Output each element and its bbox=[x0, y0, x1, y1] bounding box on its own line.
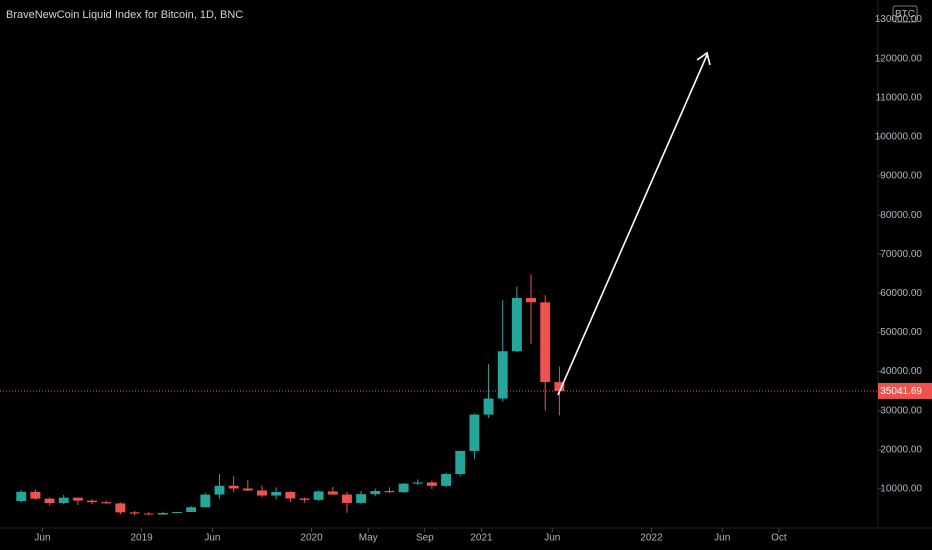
currency-badge[interactable] bbox=[892, 5, 918, 23]
x-tick-label: Oct bbox=[771, 533, 787, 544]
x-tick-label: 2021 bbox=[470, 533, 493, 544]
x-tick-label: Jun bbox=[714, 533, 730, 544]
candle-body bbox=[214, 485, 225, 495]
candle-body bbox=[271, 492, 282, 496]
candle-body bbox=[101, 502, 112, 504]
candle-body bbox=[540, 302, 551, 383]
arrow-head bbox=[696, 51, 711, 66]
candle-body bbox=[327, 491, 338, 495]
y-tick-label: 70000.00 bbox=[880, 249, 922, 260]
candle-body bbox=[228, 485, 239, 489]
candle-body bbox=[483, 398, 494, 415]
candle-body bbox=[511, 298, 522, 352]
last-price-label: 35041.69 bbox=[880, 386, 922, 397]
candle-body bbox=[554, 382, 565, 391]
candle-body bbox=[44, 498, 55, 503]
candle-body bbox=[87, 500, 98, 503]
x-tick-label: Sep bbox=[416, 533, 434, 544]
candle-body bbox=[313, 491, 324, 500]
last-price-badge bbox=[878, 382, 932, 399]
y-tick-label: 20000.00 bbox=[880, 444, 922, 455]
candle-body bbox=[356, 494, 367, 503]
candle-body bbox=[426, 482, 437, 486]
arrow-line bbox=[557, 54, 708, 396]
candle-body bbox=[441, 474, 452, 486]
candle-body bbox=[370, 491, 381, 495]
candle-body bbox=[72, 497, 83, 501]
candle-body bbox=[384, 491, 395, 493]
y-tick-label: 110000.00 bbox=[875, 92, 922, 103]
candle-body bbox=[200, 494, 211, 508]
candle-body bbox=[285, 492, 296, 499]
y-tick-label: 130000.00 bbox=[875, 14, 923, 25]
y-tick-label: 30000.00 bbox=[880, 405, 922, 416]
candle-body bbox=[16, 491, 27, 502]
y-tick-label: 90000.00 bbox=[880, 171, 922, 182]
candle-body bbox=[469, 414, 480, 451]
candle-body bbox=[526, 298, 537, 303]
y-tick-label: 80000.00 bbox=[880, 210, 922, 221]
x-tick-label: 2022 bbox=[640, 533, 663, 544]
x-tick-label: Jun bbox=[544, 533, 560, 544]
candle-body bbox=[412, 482, 423, 484]
y-tick-label: 100000.00 bbox=[875, 132, 923, 143]
candle-body bbox=[143, 513, 154, 515]
candle-body bbox=[58, 497, 69, 503]
y-tick-label: 60000.00 bbox=[880, 288, 922, 299]
candle-body bbox=[341, 494, 352, 503]
candle-body bbox=[115, 503, 126, 513]
candle-body bbox=[257, 490, 267, 496]
x-tick-label: May bbox=[359, 533, 378, 544]
plot bbox=[0, 274, 878, 516]
x-tick-label: Jun bbox=[34, 533, 50, 544]
x-tick-label: Jun bbox=[204, 533, 220, 544]
x-tick-label: 2019 bbox=[130, 533, 153, 544]
candle-body bbox=[157, 512, 168, 515]
x-tick-label: 2020 bbox=[300, 533, 323, 544]
y-tick-label: 120000.00 bbox=[875, 53, 923, 64]
candle-body bbox=[30, 491, 41, 499]
chart-title: BraveNewCoin Liquid Index for Bitcoin, 1… bbox=[6, 9, 243, 21]
candle-body bbox=[172, 511, 182, 513]
candle-body bbox=[242, 488, 253, 491]
candle-body bbox=[398, 483, 409, 493]
candle-body bbox=[299, 498, 310, 500]
y-tick-label: 50000.00 bbox=[880, 327, 922, 338]
candle-body bbox=[186, 507, 197, 512]
y-tick-label: 10000.00 bbox=[880, 484, 922, 495]
candle-body bbox=[129, 512, 140, 514]
candle-body bbox=[497, 351, 508, 399]
currency-label[interactable]: BTC bbox=[895, 9, 915, 20]
y-tick-label: 40000.00 bbox=[880, 366, 922, 377]
candle-body bbox=[455, 450, 466, 475]
